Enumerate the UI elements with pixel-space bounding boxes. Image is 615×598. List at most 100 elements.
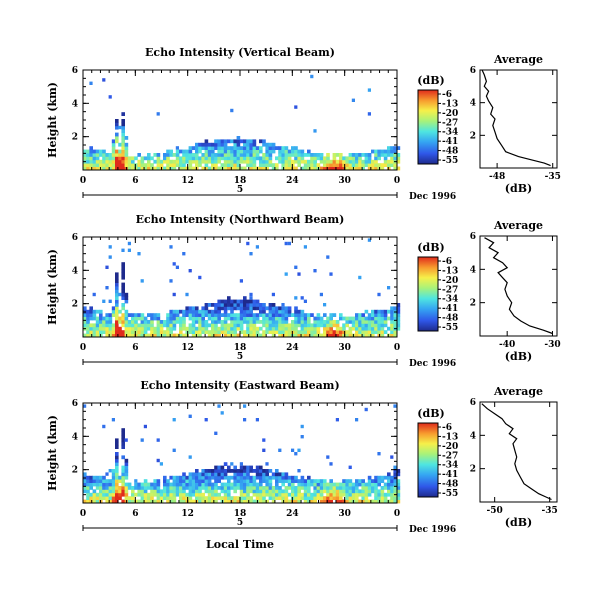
colorbar-tick-label: -48 [442, 480, 458, 490]
profile-title: Average [493, 219, 543, 232]
colorbar-tick-label: -34 [442, 295, 458, 305]
colorbar-tick-label: -34 [442, 128, 458, 138]
profile-frame [479, 69, 558, 169]
profile-title: Average [493, 53, 543, 66]
colorbar [417, 256, 439, 332]
profile-x-tick-label: -48 [489, 172, 505, 182]
profile-y-tick-label: 6 [470, 232, 476, 242]
profile-x-tick-label: -30 [544, 340, 560, 350]
profile-y-tick-label: 4 [470, 99, 476, 109]
colorbar-tick-label: -6 [442, 90, 452, 100]
colorbar-tick-label: -13 [442, 266, 458, 276]
colorbar-tick-label: -48 [442, 147, 458, 157]
colorbar-tick-label: -27 [442, 118, 458, 128]
colorbar-tick-label: -55 [442, 323, 458, 333]
profile-y-tick-label: 2 [470, 131, 476, 141]
y-tick-label: 4 [72, 99, 78, 109]
y-axis-label: Height (km) [46, 249, 59, 325]
profile-y-tick-label: 2 [470, 465, 476, 475]
profile-line [484, 237, 553, 335]
colorbar-tick-label: -41 [442, 470, 458, 480]
profile-title: Average [493, 385, 543, 398]
colorbar-tick-label: -6 [442, 423, 452, 433]
colorbar-tick-label: -41 [442, 304, 458, 314]
colorbar-tick-label: -20 [442, 109, 458, 119]
x-tick-label: 18 [234, 343, 247, 353]
colorbar-label: (dB) [417, 407, 444, 420]
profile-y-tick-label: 4 [470, 265, 476, 275]
y-tick-label: 2 [72, 300, 78, 310]
x-tick-label: 12 [181, 343, 194, 353]
heatmap-cells [83, 74, 401, 171]
colorbar-tick-label: -34 [442, 461, 458, 471]
colorbar-label: (dB) [417, 241, 444, 254]
profile-x-label: (dB) [505, 516, 532, 529]
x-tick-label: 30 [338, 509, 351, 519]
date-label: Dec 1996 [409, 525, 456, 535]
profile-y-tick-label: 6 [470, 66, 476, 76]
profile-line [481, 403, 552, 501]
colorbar-tick-label: -27 [442, 285, 458, 295]
x-tick-label: 18 [234, 509, 247, 519]
x-tick-label: 30 [338, 176, 351, 186]
x-tick-label: 12 [181, 176, 194, 186]
y-axis-label: Height (km) [46, 415, 59, 491]
profile-y-tick-label: 6 [470, 398, 476, 408]
day-marker: 5 [237, 518, 243, 528]
colorbar-tick-label: -27 [442, 451, 458, 461]
colorbar [417, 422, 439, 498]
y-tick-label: 6 [72, 233, 78, 243]
colorbar-label: (dB) [417, 74, 444, 87]
x-tick-label: 24 [286, 509, 299, 519]
colorbar-tick-label: -13 [442, 432, 458, 442]
profile-x-tick-label: -50 [487, 506, 503, 516]
average-profile: Average 2 4 6 -50 -35 (dB) [470, 385, 558, 529]
panel-title: Echo Intensity (Eastward Beam) [140, 379, 339, 392]
day-marker: 5 [237, 185, 243, 195]
colorbar-tick-label: -41 [442, 137, 458, 147]
day-marker: 5 [237, 352, 243, 362]
profile-x-label: (dB) [505, 182, 532, 195]
panel-title: Echo Intensity (Vertical Beam) [145, 46, 335, 59]
colorbar-tick-label: -13 [442, 99, 458, 109]
x-tick-label: 24 [286, 343, 299, 353]
colorbar [417, 89, 439, 165]
colorbar-tick-label: -6 [442, 257, 452, 267]
x-tick-label: 0 [394, 176, 400, 186]
profile-x-tick-label: -40 [499, 340, 515, 350]
x-tick-label: 0 [394, 343, 400, 353]
y-tick-label: 4 [72, 266, 78, 276]
x-tick-label: 18 [234, 176, 247, 186]
profile-x-tick-label: -35 [545, 172, 561, 182]
profile-x-label: (dB) [505, 350, 532, 363]
x-axis-label: Local Time [206, 538, 274, 551]
x-tick-label: 30 [338, 343, 351, 353]
y-tick-label: 6 [72, 66, 78, 76]
profile-y-tick-label: 4 [470, 431, 476, 441]
y-axis-label: Height (km) [46, 82, 59, 158]
x-tick-label: 0 [394, 509, 400, 519]
colorbar-tick-label: -55 [442, 156, 458, 166]
average-profile: Average 2 4 6 -40 -30 (dB) [470, 219, 561, 363]
x-tick-label: 24 [286, 176, 299, 186]
x-tick-label: 6 [132, 343, 138, 353]
average-profile: Average 2 4 6 -48 -35 (dB) [470, 53, 561, 195]
x-tick-label: 6 [132, 176, 138, 186]
x-tick-label: 6 [132, 509, 138, 519]
y-tick-label: 2 [72, 133, 78, 143]
profile-y-tick-label: 2 [470, 299, 476, 309]
date-label: Dec 1996 [409, 359, 456, 369]
colorbar-tick-label: -20 [442, 276, 458, 286]
panel-title: Echo Intensity (Northward Beam) [136, 213, 345, 226]
colorbar-tick-label: -48 [442, 314, 458, 324]
heatmap-cells [83, 404, 401, 504]
heatmap-cells [83, 238, 401, 338]
date-label: Dec 1996 [409, 192, 456, 202]
y-tick-label: 6 [72, 399, 78, 409]
profile-frame [479, 401, 558, 503]
